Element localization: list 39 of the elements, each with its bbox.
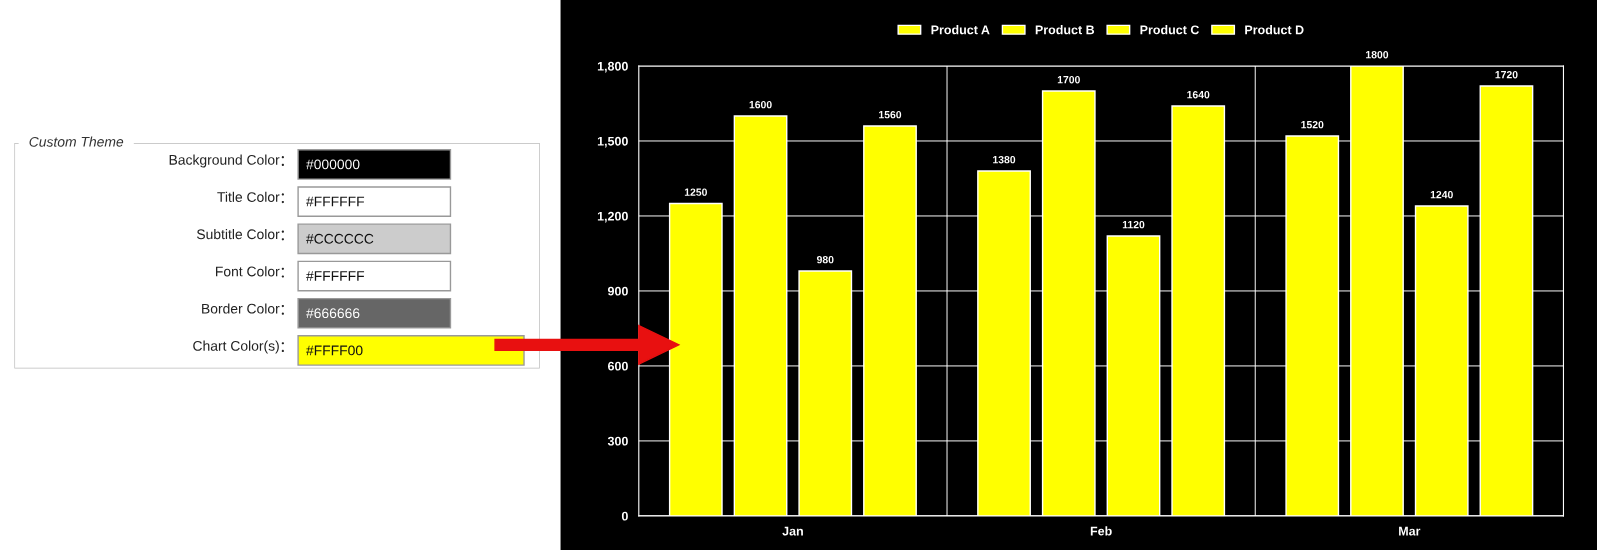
y-tick-label: 1,500 — [597, 136, 628, 148]
data-label: 1250 — [684, 188, 707, 196]
text: #CCCCCC — [306, 233, 374, 244]
y-tick-label: 1,200 — [597, 211, 628, 223]
data-label: 1600 — [749, 101, 772, 109]
text: #FFFFFF — [306, 271, 365, 281]
data-label: 1640 — [1187, 91, 1210, 99]
category-label: Background Color — [169, 154, 280, 168]
category-label: Font Color — [216, 266, 280, 277]
data-label: 1800 — [1366, 51, 1389, 59]
text: #FFFF00 — [306, 345, 363, 356]
category-label: Title Color — [217, 191, 280, 202]
data-label: 1700 — [1057, 76, 1080, 84]
text: #000000 — [306, 159, 360, 170]
y-tick-label: 900 — [607, 286, 628, 296]
data-label: 1720 — [1495, 71, 1518, 79]
y-tick-label: 300 — [607, 436, 628, 446]
data-label: 1120 — [1122, 220, 1145, 229]
data-label: 1520 — [1301, 120, 1324, 129]
category-label: Border Color — [202, 303, 280, 314]
data-label: 980 — [816, 255, 834, 264]
legend-label: Product C — [1140, 25, 1200, 35]
category-label: Subtitle Color — [196, 228, 280, 240]
y-tick-label: 1,800 — [597, 61, 628, 73]
legend-label: Product D — [1245, 25, 1304, 35]
legend-label: Product A — [931, 25, 990, 35]
data-label: 1380 — [993, 155, 1016, 164]
x-tick-label: Feb — [1090, 526, 1112, 536]
data-label: 1240 — [1430, 190, 1453, 199]
y-tick-label: 600 — [607, 361, 628, 371]
text: #FFFFFF — [306, 196, 365, 207]
x-tick-label: Jan — [782, 526, 803, 536]
x-tick-label: Mar — [1399, 526, 1421, 536]
y-tick-label: 0 — [621, 511, 628, 521]
category-label: Chart Color(s) — [193, 340, 279, 354]
text: #666666 — [306, 308, 360, 319]
data-label: 1560 — [879, 111, 902, 119]
legend-label: Product B — [1035, 25, 1095, 35]
text: Custom Theme — [29, 136, 124, 147]
